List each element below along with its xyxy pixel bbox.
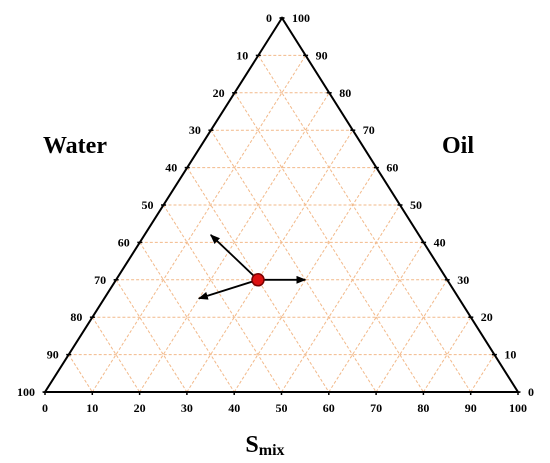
grid-line-smix (139, 92, 330, 393)
oil-tick-label: 40 (434, 235, 446, 249)
grid-line-water (68, 354, 93, 393)
smix-tick-label: 80 (417, 401, 429, 415)
oil-tick-label: 80 (339, 86, 351, 100)
smix-tick-label: 20 (134, 401, 146, 415)
grid-line-water (163, 204, 282, 393)
grid-line-smix (375, 279, 448, 393)
water-tick-label: 80 (70, 310, 82, 324)
arrow-increase-water (197, 278, 259, 300)
oil-tick-label: 90 (316, 48, 328, 62)
oil-tick-label: 0 (528, 385, 534, 399)
smix-tick-label: 0 (42, 401, 48, 415)
oil-tick-label: 50 (410, 198, 422, 212)
water-tick-label: 20 (213, 86, 225, 100)
grid-line-water (139, 242, 235, 393)
water-tick-label: 60 (118, 235, 130, 249)
axis-ticks (42, 17, 521, 395)
composition-points (251, 273, 265, 287)
grid-line-water (210, 129, 377, 393)
oil-tick-label: 20 (481, 310, 493, 324)
smix-tick-label: 90 (465, 401, 477, 415)
water-tick-label: 30 (189, 123, 201, 137)
smix-tick-label: 30 (181, 401, 193, 415)
smix-axis-title-main: S (245, 432, 258, 458)
smix-tick-label: 50 (276, 401, 288, 415)
smix-tick-label: 100 (509, 401, 527, 415)
grid-line-water (257, 55, 472, 393)
composition-point (251, 273, 265, 287)
arrow-increase-smix (210, 234, 259, 281)
smix-tick-label: 60 (323, 401, 335, 415)
water-tick-label: 90 (47, 348, 59, 362)
oil-tick-label: 70 (363, 123, 375, 137)
grid-lines (68, 54, 495, 393)
water-tick-label: 100 (17, 385, 35, 399)
oil-tick-label: 100 (292, 11, 310, 25)
water-axis-title: Water (43, 133, 107, 159)
grid-line-smix (328, 242, 425, 393)
water-tick-label: 40 (165, 161, 177, 175)
smix-tick-label: 40 (228, 401, 240, 415)
water-tick-label: 50 (142, 198, 154, 212)
grid-line-water (115, 279, 188, 393)
smix-tick-label: 70 (370, 401, 382, 415)
grid-line-smix (186, 129, 354, 393)
water-tick-label: 0 (266, 11, 272, 25)
smix-tick-label: 10 (86, 401, 98, 415)
water-tick-label: 10 (236, 48, 248, 62)
grid-line-smix (470, 354, 495, 393)
direction-arrows (197, 234, 307, 300)
oil-axis-title: Oil (442, 133, 474, 159)
smix-axis-title-sub: mix (259, 442, 285, 459)
oil-tick-label: 30 (457, 273, 469, 287)
grid-line-smix (281, 204, 401, 393)
smix-axis-title: Smix (245, 432, 284, 459)
oil-tick-label: 10 (504, 348, 516, 362)
grid-line-smix (91, 55, 307, 393)
water-tick-label: 70 (94, 273, 106, 287)
oil-tick-label: 60 (386, 161, 398, 175)
